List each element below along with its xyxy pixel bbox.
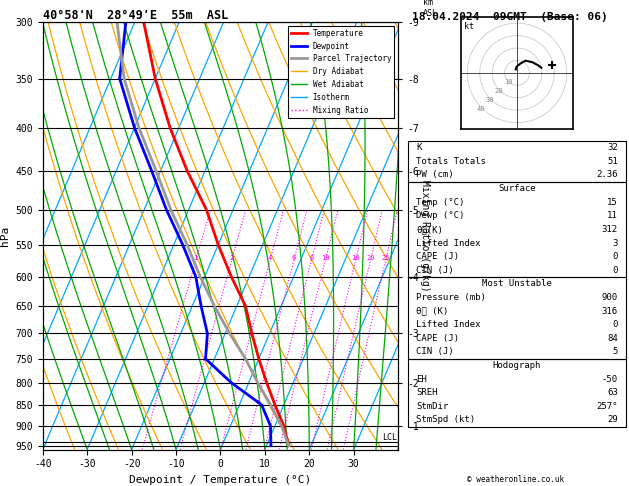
Text: 0: 0 [613,252,618,261]
Text: 84: 84 [607,334,618,343]
Text: 2.36: 2.36 [596,171,618,179]
Text: 316: 316 [601,307,618,315]
Text: Lifted Index: Lifted Index [416,320,481,329]
Text: SREH: SREH [416,388,438,397]
Text: 1: 1 [194,255,198,261]
Text: 312: 312 [601,225,618,234]
Text: 2: 2 [230,255,233,261]
Text: 20: 20 [495,88,503,94]
Text: 4: 4 [268,255,272,261]
Legend: Temperature, Dewpoint, Parcel Trajectory, Dry Adiabat, Wet Adiabat, Isotherm, Mi: Temperature, Dewpoint, Parcel Trajectory… [288,26,394,118]
Text: 0: 0 [613,320,618,329]
Text: 257°: 257° [596,402,618,411]
Text: 51: 51 [607,157,618,166]
Text: kt: kt [464,22,474,31]
Text: 8: 8 [309,255,313,261]
Text: 20: 20 [366,255,374,261]
Text: CAPE (J): CAPE (J) [416,334,459,343]
X-axis label: Dewpoint / Temperature (°C): Dewpoint / Temperature (°C) [130,475,311,485]
Text: PW (cm): PW (cm) [416,171,454,179]
Text: Most Unstable: Most Unstable [482,279,552,288]
Text: 0: 0 [613,266,618,275]
Text: 40: 40 [477,105,486,112]
Text: Temp (°C): Temp (°C) [416,198,465,207]
Text: 30: 30 [486,97,494,103]
Text: CIN (J): CIN (J) [416,266,454,275]
Text: θᴇ (K): θᴇ (K) [416,307,448,315]
Text: 18.04.2024  09GMT  (Base: 06): 18.04.2024 09GMT (Base: 06) [412,12,608,22]
Text: StmSpd (kt): StmSpd (kt) [416,416,476,424]
Y-axis label: Mixing Ratio (g/kg): Mixing Ratio (g/kg) [420,180,430,292]
Text: 900: 900 [601,293,618,302]
Text: 40°58'N  28°49'E  55m  ASL: 40°58'N 28°49'E 55m ASL [43,9,228,22]
Text: Lifted Index: Lifted Index [416,239,481,247]
Text: StmDir: StmDir [416,402,448,411]
Text: 15: 15 [607,198,618,207]
Text: Totals Totals: Totals Totals [416,157,486,166]
Text: 29: 29 [607,416,618,424]
Text: CAPE (J): CAPE (J) [416,252,459,261]
Text: 3: 3 [613,239,618,247]
Text: km
ASL: km ASL [423,0,438,17]
Text: 6: 6 [292,255,296,261]
Text: 32: 32 [607,143,618,152]
Text: Pressure (mb): Pressure (mb) [416,293,486,302]
Text: 10: 10 [321,255,330,261]
Text: CIN (J): CIN (J) [416,347,454,356]
Text: EH: EH [416,375,427,383]
Text: K: K [416,143,421,152]
Text: Dewp (°C): Dewp (°C) [416,211,465,220]
Y-axis label: hPa: hPa [0,226,10,246]
Text: LCL: LCL [382,433,397,442]
Text: -50: -50 [601,375,618,383]
Text: θᴇ(K): θᴇ(K) [416,225,443,234]
Text: 16: 16 [351,255,360,261]
Text: 5: 5 [613,347,618,356]
Text: 10: 10 [504,79,513,85]
Text: 63: 63 [607,388,618,397]
Text: 11: 11 [607,211,618,220]
Text: Hodograph: Hodograph [493,361,541,370]
Text: Surface: Surface [498,184,536,193]
Text: © weatheronline.co.uk: © weatheronline.co.uk [467,474,564,484]
Text: 25: 25 [381,255,389,261]
